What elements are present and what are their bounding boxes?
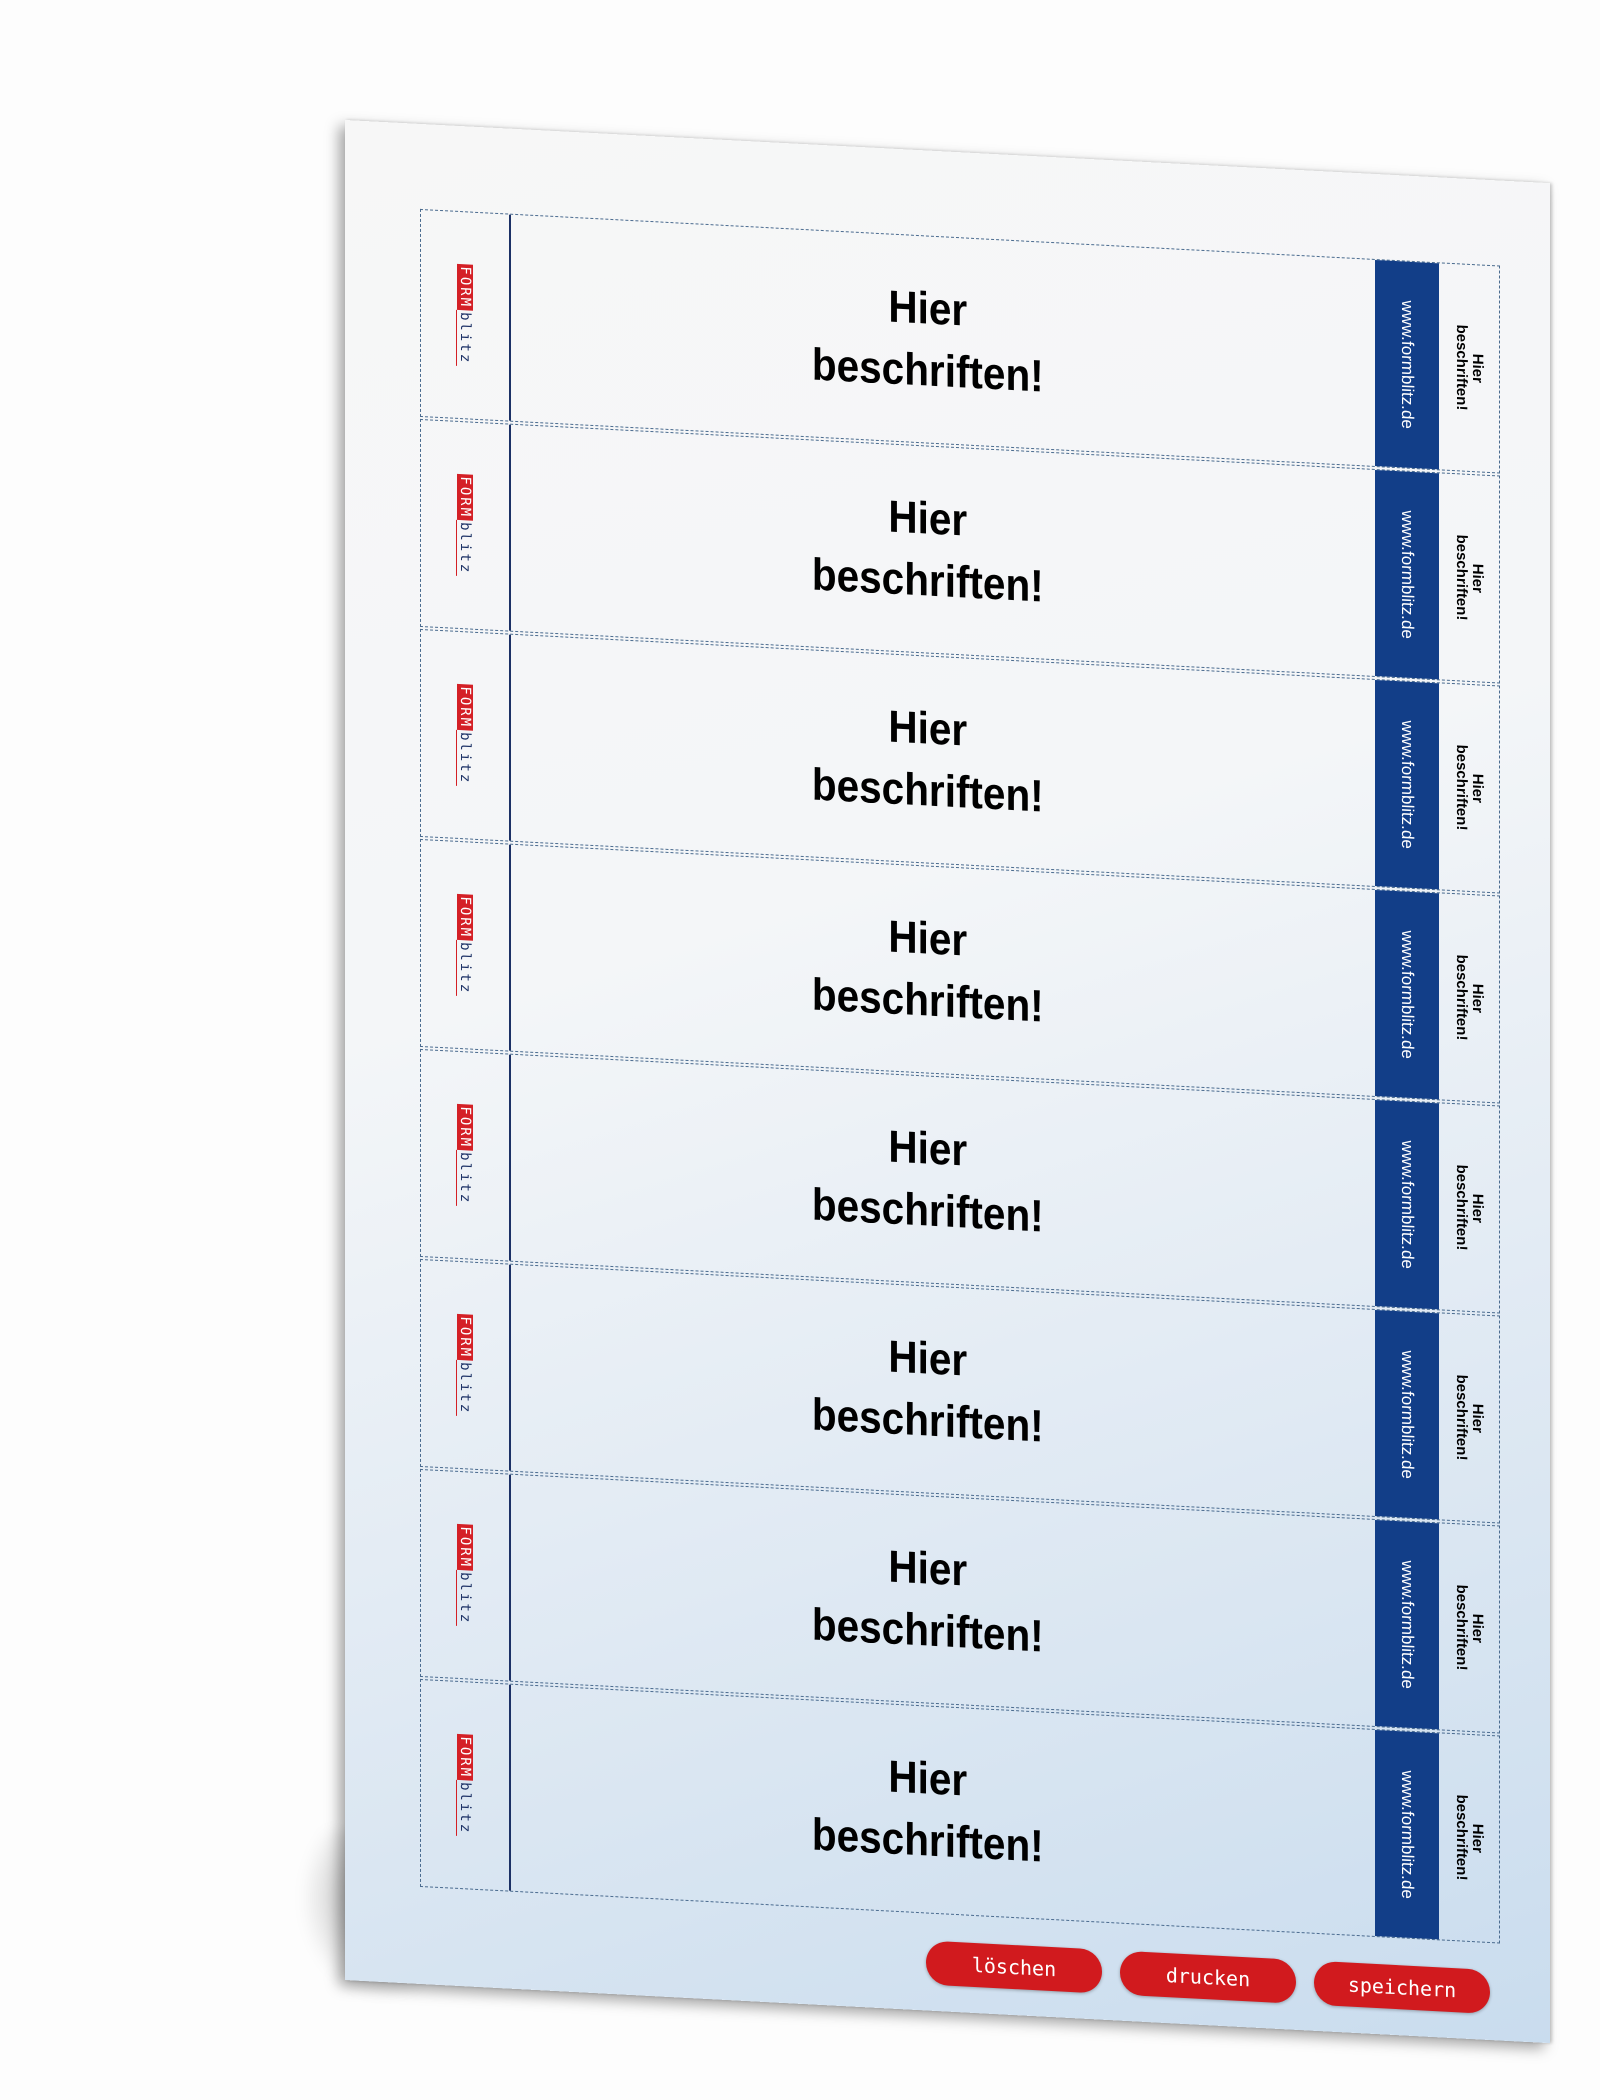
formblitz-logo: FORMblitz: [456, 683, 473, 787]
url-text: www.formblitz.de: [1398, 719, 1417, 850]
button-bar: löschen drucken speichern: [926, 1940, 1490, 2015]
side-label-text: Hier beschriften!: [1453, 954, 1486, 1041]
url-bar: www.formblitz.de: [1375, 1729, 1439, 1940]
formblitz-logo: FORMblitz: [456, 1523, 473, 1627]
label-text-field[interactable]: Hier beschriften!: [511, 845, 1345, 1095]
url-text: www.formblitz.de: [1398, 299, 1417, 430]
logo-form: FORM: [457, 893, 473, 941]
logo-blitz: blitz: [456, 1779, 473, 1837]
logo-blitz: blitz: [456, 1149, 473, 1207]
label-main-text: Hier beschriften!: [812, 1330, 1044, 1452]
label-text-field[interactable]: Hier beschriften!: [511, 425, 1345, 675]
logo-blitz: blitz: [456, 939, 473, 997]
label-main-text: Hier beschriften!: [812, 910, 1044, 1032]
side-label-text: Hier beschriften!: [1453, 534, 1486, 621]
url-bar: www.formblitz.de: [1375, 889, 1439, 1100]
url-bar: www.formblitz.de: [1375, 469, 1439, 680]
logo-cell: FORMblitz: [421, 1049, 511, 1261]
print-button[interactable]: drucken: [1120, 1950, 1296, 2004]
url-bar: www.formblitz.de: [1375, 259, 1439, 470]
logo-cell: FORMblitz: [421, 1259, 511, 1471]
label-main-text: Hier beschriften!: [812, 1120, 1044, 1242]
logo-blitz: blitz: [456, 729, 473, 787]
side-label-field[interactable]: Hier beschriften!: [1439, 1103, 1499, 1312]
logo-blitz: blitz: [456, 1359, 473, 1417]
url-text: www.formblitz.de: [1398, 1559, 1417, 1690]
logo-form: FORM: [457, 1523, 473, 1571]
side-label-text: Hier beschriften!: [1453, 1374, 1486, 1461]
label-text-field[interactable]: Hier beschriften!: [511, 215, 1345, 465]
side-label-field[interactable]: Hier beschriften!: [1439, 683, 1499, 892]
logo-form: FORM: [457, 263, 473, 311]
label-text-field[interactable]: Hier beschriften!: [511, 1055, 1345, 1305]
url-bar: www.formblitz.de: [1375, 1519, 1439, 1730]
url-bar: www.formblitz.de: [1375, 1099, 1439, 1310]
side-label-text: Hier beschriften!: [1453, 1164, 1486, 1251]
logo-form: FORM: [457, 473, 473, 521]
label-main-text: Hier beschriften!: [812, 280, 1044, 402]
formblitz-logo: FORMblitz: [456, 263, 473, 367]
side-label-text: Hier beschriften!: [1453, 324, 1486, 411]
formblitz-logo: FORMblitz: [456, 473, 473, 577]
label-main-text: Hier beschriften!: [812, 700, 1044, 822]
label-main-text: Hier beschriften!: [812, 490, 1044, 612]
formblitz-logo: FORMblitz: [456, 1733, 473, 1837]
logo-form: FORM: [457, 683, 473, 731]
side-label-field[interactable]: Hier beschriften!: [1439, 473, 1499, 682]
side-label-field[interactable]: Hier beschriften!: [1439, 1733, 1499, 1942]
url-text: www.formblitz.de: [1398, 509, 1417, 640]
label-text-field[interactable]: Hier beschriften!: [511, 1475, 1345, 1725]
logo-cell: FORMblitz: [421, 629, 511, 841]
delete-button[interactable]: löschen: [926, 1940, 1102, 1994]
side-label-field[interactable]: Hier beschriften!: [1439, 1313, 1499, 1522]
logo-cell: FORMblitz: [421, 419, 511, 631]
side-label-field[interactable]: Hier beschriften!: [1439, 893, 1499, 1102]
side-label-text: Hier beschriften!: [1453, 1584, 1486, 1671]
logo-cell: FORMblitz: [421, 839, 511, 1051]
logo-cell: FORMblitz: [421, 1469, 511, 1681]
formblitz-logo: FORMblitz: [456, 1313, 473, 1417]
label-main-text: Hier beschriften!: [812, 1540, 1044, 1662]
logo-form: FORM: [457, 1733, 473, 1781]
side-label-text: Hier beschriften!: [1453, 1794, 1486, 1881]
formblitz-logo: FORMblitz: [456, 893, 473, 997]
document-page: FORMblitz Hier beschriften! www.formblit…: [345, 120, 1550, 2044]
logo-blitz: blitz: [456, 1569, 473, 1627]
formblitz-logo: FORMblitz: [456, 1103, 473, 1207]
logo-blitz: blitz: [456, 309, 473, 367]
label-text-field[interactable]: Hier beschriften!: [511, 635, 1345, 885]
url-text: www.formblitz.de: [1398, 929, 1417, 1060]
side-label-field[interactable]: Hier beschriften!: [1439, 263, 1499, 472]
logo-blitz: blitz: [456, 519, 473, 577]
logo-form: FORM: [457, 1313, 473, 1361]
url-text: www.formblitz.de: [1398, 1769, 1417, 1900]
logo-cell: FORMblitz: [421, 209, 511, 421]
url-text: www.formblitz.de: [1398, 1349, 1417, 1480]
logo-cell: FORMblitz: [421, 1679, 511, 1891]
save-button[interactable]: speichern: [1314, 1960, 1490, 2015]
url-bar: www.formblitz.de: [1375, 679, 1439, 890]
logo-form: FORM: [457, 1103, 473, 1151]
side-label-field[interactable]: Hier beschriften!: [1439, 1523, 1499, 1732]
label-text-field[interactable]: Hier beschriften!: [511, 1265, 1345, 1515]
label-list: FORMblitz Hier beschriften! www.formblit…: [420, 208, 1500, 1946]
url-text: www.formblitz.de: [1398, 1139, 1417, 1270]
side-label-text: Hier beschriften!: [1453, 744, 1486, 831]
label-main-text: Hier beschriften!: [812, 1750, 1044, 1872]
url-bar: www.formblitz.de: [1375, 1309, 1439, 1520]
label-text-field[interactable]: Hier beschriften!: [511, 1685, 1345, 1935]
